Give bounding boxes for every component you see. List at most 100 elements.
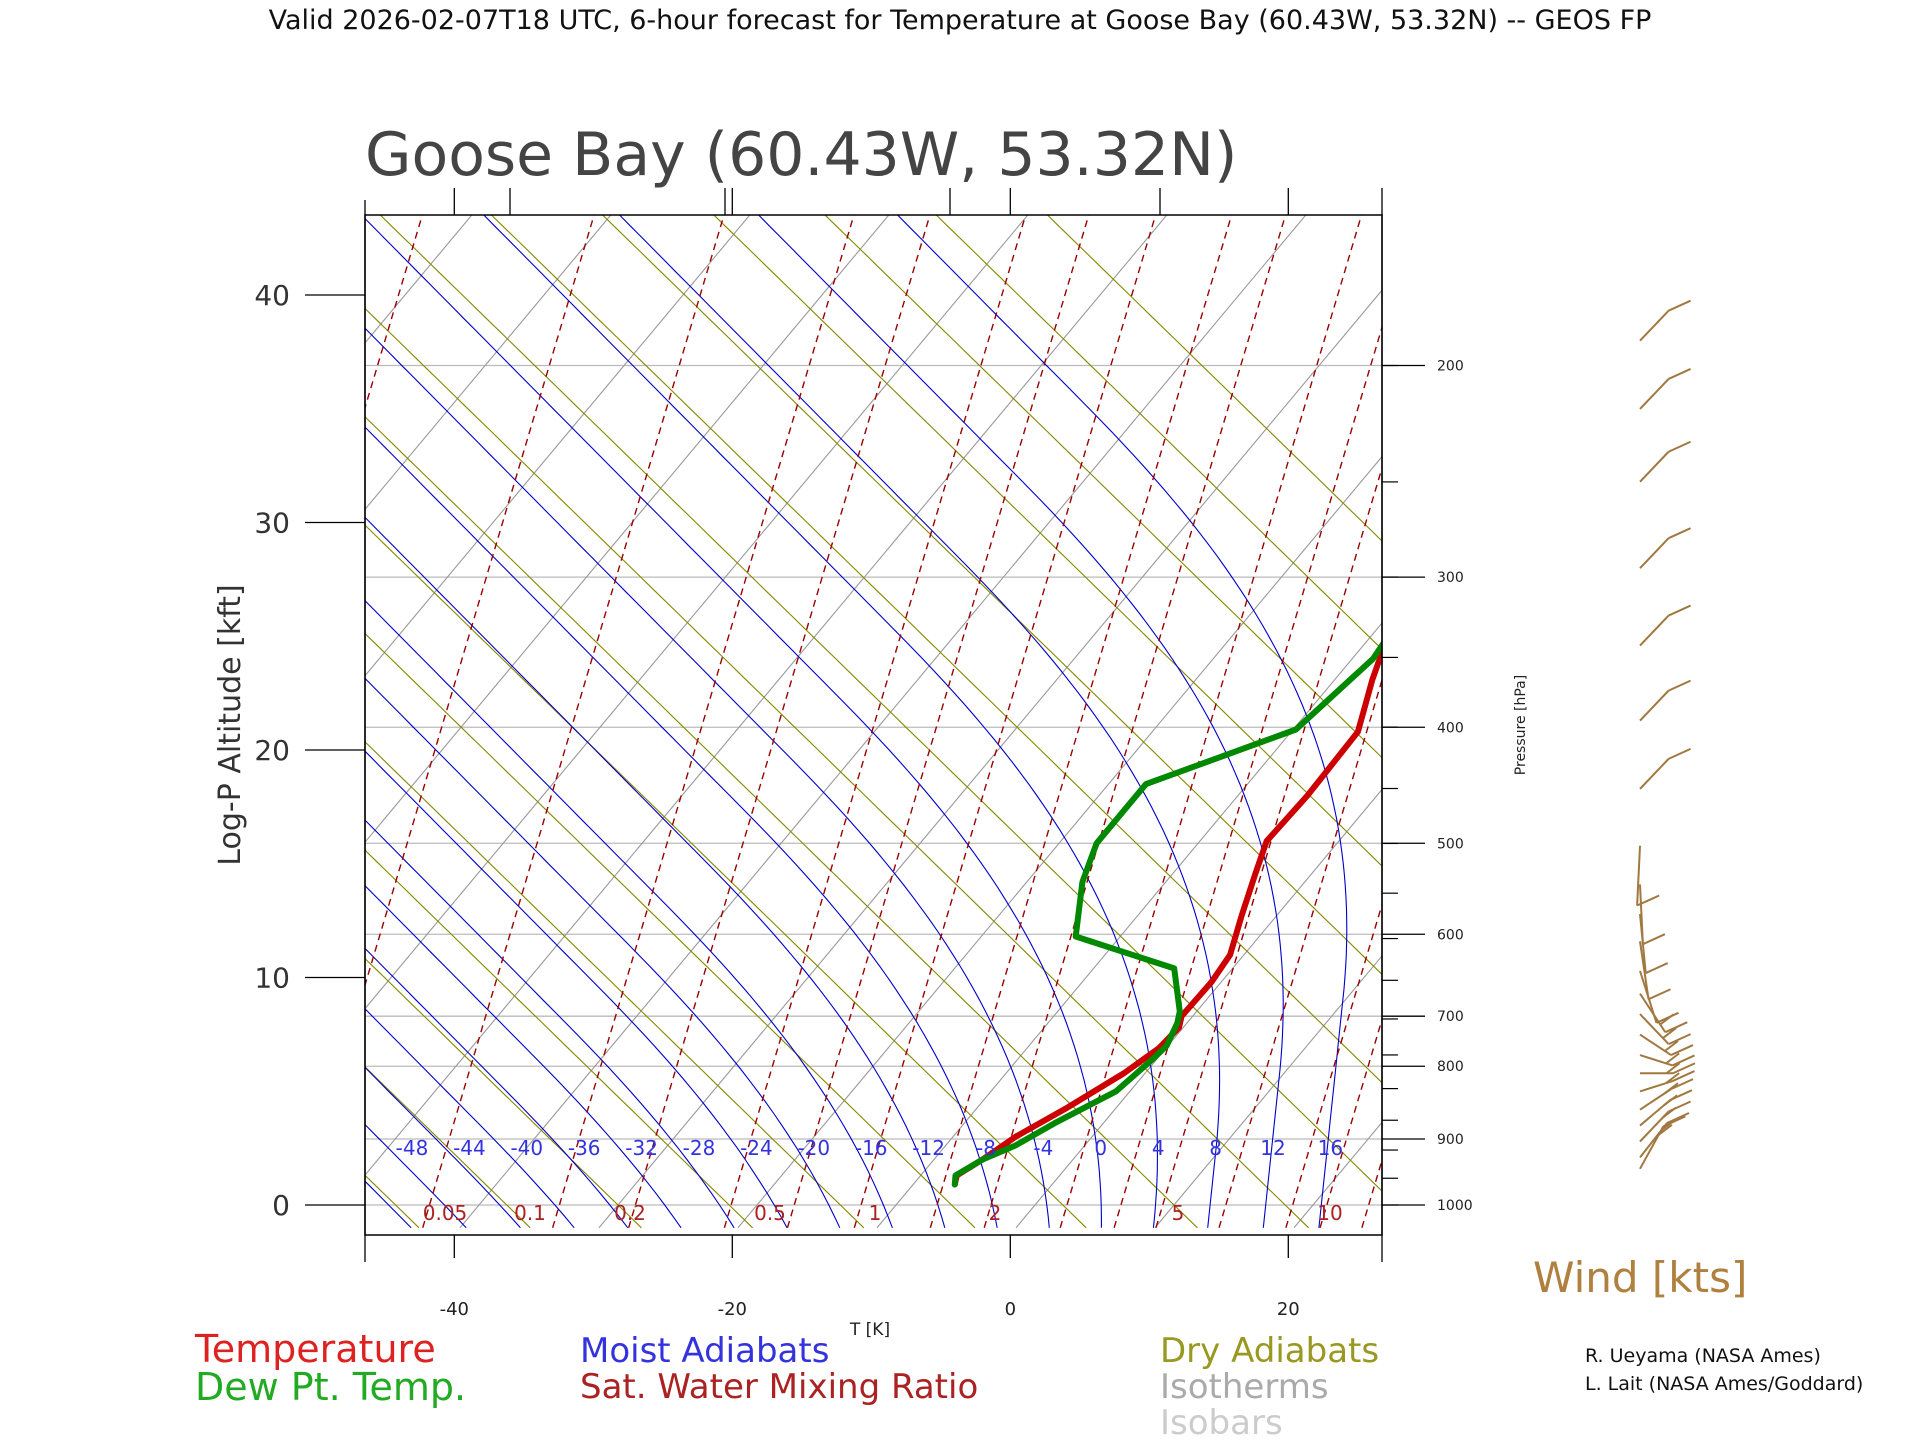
pressure-tick-label: 600 bbox=[1437, 927, 1464, 943]
isotherm-line bbox=[0, 204, 342, 1228]
dry-adiabat-line bbox=[365, 957, 642, 1229]
wind-barb-feather bbox=[1665, 1052, 1680, 1065]
legend-isotherms: Isotherms bbox=[1160, 1367, 1329, 1407]
wind-barb bbox=[1639, 993, 1688, 1034]
isotherm-line bbox=[459, 215, 1307, 1229]
wind-barb bbox=[1639, 884, 1666, 946]
legend-dewpoint: Dew Pt. Temp. bbox=[195, 1365, 466, 1409]
isotherm-line bbox=[598, 289, 1382, 1229]
wind-barb-feather bbox=[1658, 1124, 1673, 1136]
mixing-ratio-label: 10 bbox=[1317, 1201, 1342, 1225]
isotherm-line bbox=[1293, 1121, 1382, 1229]
wind-barb bbox=[1639, 1052, 1695, 1067]
moist-adiabat-line bbox=[365, 677, 841, 1229]
wind-barb-staff bbox=[1639, 614, 1670, 647]
wind-barb-feather bbox=[1636, 894, 1660, 907]
isobars bbox=[365, 364, 1382, 1206]
isotherms bbox=[0, 204, 1382, 1229]
inplot-labels: -48 -44 -40 -36 -32 -28 -24 -20 -16 -12 -8 -4 0 4 8 12 1… bbox=[396, 1136, 1343, 1225]
moist-adiabat-line bbox=[365, 1180, 412, 1229]
x-tick-label: -40 bbox=[440, 1299, 469, 1320]
wind-barb-feather bbox=[1666, 1112, 1690, 1124]
mixing-ratio-line bbox=[1113, 324, 1382, 1228]
wind-barb-staff bbox=[1639, 689, 1670, 722]
wind-barb bbox=[1639, 1070, 1695, 1093]
mixing-ratio-label: 2 bbox=[989, 1201, 1002, 1225]
wind-barb bbox=[1639, 941, 1671, 1001]
moist-adiabat-line bbox=[365, 947, 629, 1229]
wind-barbs bbox=[1636, 299, 1696, 1170]
wind-barb bbox=[1639, 1033, 1694, 1057]
wind-barb-staff bbox=[1639, 941, 1650, 1000]
pressure-tick-label: 200 bbox=[1437, 359, 1464, 375]
dewpoint-profile bbox=[951, 640, 1382, 1188]
wind-barb bbox=[1639, 1115, 1686, 1170]
x-tick-label: 20 bbox=[1277, 1299, 1300, 1320]
moist-adiabat-label: -28 bbox=[683, 1136, 716, 1160]
moist-adiabat-label: -32 bbox=[625, 1136, 658, 1160]
moist-adiabat-label: -36 bbox=[568, 1136, 601, 1160]
wind-barb-staff bbox=[1639, 451, 1670, 483]
wind-barb-staff bbox=[1639, 758, 1670, 790]
y-axis-label: Log-P Altitude [kft] bbox=[213, 584, 248, 865]
wind-barb bbox=[1639, 368, 1691, 410]
mixing-ratio-line bbox=[1218, 677, 1382, 1228]
dry-adiabat-line bbox=[365, 632, 976, 1229]
moist-adiabat-label: 8 bbox=[1209, 1136, 1222, 1160]
dry-adiabat-line bbox=[0, 204, 308, 1228]
wind-barb-feather bbox=[1662, 1027, 1677, 1039]
plot-frame bbox=[364, 214, 1383, 1236]
x-tick-label: -20 bbox=[718, 1299, 747, 1320]
moist-adiabat-label: -44 bbox=[453, 1136, 486, 1160]
wind-barb-feather bbox=[1664, 1040, 1679, 1052]
pressure-tick-label: 900 bbox=[1437, 1132, 1464, 1148]
dry-adiabat-line bbox=[365, 307, 1309, 1229]
mixing-ratio-label: 5 bbox=[1172, 1201, 1185, 1225]
wind-barb-feather bbox=[1668, 368, 1691, 380]
mixing-ratio-line bbox=[551, 215, 855, 1228]
legend-mixing-ratio: Sat. Water Mixing Ratio bbox=[580, 1367, 978, 1407]
pressure-tick-label: 800 bbox=[1437, 1059, 1464, 1075]
moist-adiabat-line bbox=[365, 1008, 575, 1229]
mixing-ratio-line bbox=[0, 204, 296, 1228]
legend: Temperature Dew Pt. Temp. Moist Adiabats… bbox=[194, 1327, 1379, 1443]
wind-barb-feather bbox=[1664, 1021, 1688, 1034]
wind-barb-feather bbox=[1642, 933, 1666, 946]
dry-adiabat-line bbox=[1046, 215, 1382, 542]
wind-barb-staff bbox=[1639, 310, 1670, 342]
mixing-ratio-line bbox=[1319, 1017, 1382, 1228]
y-tick-label: 10 bbox=[254, 962, 290, 995]
mixing-ratio-lines bbox=[0, 204, 1893, 1228]
isotherm-line bbox=[365, 215, 890, 844]
sounding-profiles bbox=[951, 640, 1382, 1188]
wind-barb-staff bbox=[1639, 1054, 1673, 1067]
isotherm-line bbox=[1154, 955, 1382, 1229]
isotherm-line bbox=[876, 622, 1382, 1229]
mixing-ratio-label: 0.1 bbox=[514, 1201, 546, 1225]
moist-adiabats bbox=[365, 215, 1348, 1229]
dry-adiabat-line bbox=[379, 215, 1382, 1192]
wind-barb-feather bbox=[1668, 604, 1691, 617]
y-tick-label: 0 bbox=[272, 1189, 290, 1222]
moist-adiabat-line bbox=[365, 327, 1050, 1228]
wind-barb-feather bbox=[1662, 1106, 1677, 1119]
isotherm-line bbox=[365, 215, 751, 677]
dry-adiabat-line bbox=[0, 204, 85, 1228]
wind-barb-feather bbox=[1665, 1062, 1681, 1075]
wind-barb-feather bbox=[1645, 962, 1669, 974]
moist-adiabat-label: 0 bbox=[1094, 1136, 1107, 1160]
wind-barb-staff bbox=[1639, 537, 1670, 569]
wind-barb-feather bbox=[1668, 1033, 1691, 1046]
dry-adiabat-line bbox=[0, 204, 197, 1228]
y-tick-label: 20 bbox=[254, 734, 290, 767]
wind-barb bbox=[1639, 747, 1691, 790]
dry-adiabat-line bbox=[365, 416, 1198, 1229]
wind-barb-feather bbox=[1648, 988, 1671, 1001]
mixing-ratio-line bbox=[1546, 204, 1851, 1228]
dry-adiabats bbox=[0, 204, 1382, 1229]
wind-barb bbox=[1639, 604, 1691, 647]
mixing-ratio-line bbox=[1588, 204, 1893, 1228]
moist-adiabat-label: -48 bbox=[396, 1136, 429, 1160]
background-lines bbox=[0, 204, 1893, 1229]
